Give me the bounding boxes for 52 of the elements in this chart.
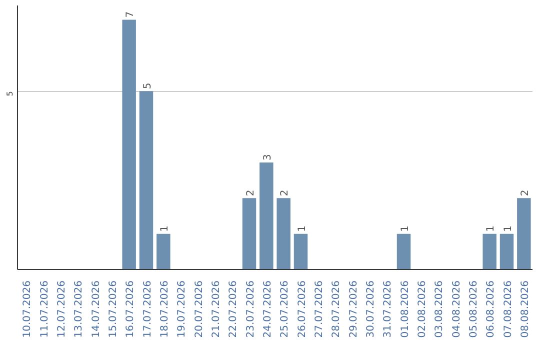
data-label: 1 <box>486 225 497 232</box>
bar <box>242 198 256 270</box>
data-label: 2 <box>245 190 256 196</box>
data-label: 5 <box>142 82 154 90</box>
x-tick-label: 07.08.2026 <box>502 280 514 338</box>
x-tick-label: 02.08.2026 <box>416 280 428 338</box>
x-tick-label: 30.07.2026 <box>365 280 376 338</box>
data-label: 1 <box>296 225 308 232</box>
x-tick-label: 28.07.2026 <box>331 280 342 338</box>
data-label: 7 <box>125 11 136 18</box>
bar <box>396 234 411 270</box>
data-label: 2 <box>520 190 531 196</box>
x-tick-label: 04.08.2026 <box>451 280 462 338</box>
bar <box>122 20 136 270</box>
x-tick-label: 13.07.2026 <box>74 280 85 338</box>
data-label: 1 <box>159 225 170 232</box>
bar <box>517 198 531 270</box>
bar <box>139 91 154 270</box>
bar <box>276 198 290 270</box>
x-tick-label: 21.07.2026 <box>210 280 222 338</box>
bar <box>260 162 274 270</box>
x-tick-label: 20.07.2026 <box>194 280 205 338</box>
x-tick-label: 16.07.2026 <box>125 280 136 338</box>
x-tick-label: 31.07.2026 <box>382 280 394 338</box>
data-label: 3 <box>262 154 274 160</box>
data-label: 2 <box>280 190 291 196</box>
x-tick-label: 03.08.2026 <box>434 280 446 338</box>
x-tick-label: 14.07.2026 <box>90 280 102 338</box>
x-tick-label: 22.07.2026 <box>228 280 240 338</box>
data-label: 1 <box>502 225 514 232</box>
x-tick-label: 29.07.2026 <box>348 280 360 338</box>
bar <box>156 234 170 270</box>
x-tick-label: 15.07.2026 <box>108 280 119 338</box>
x-tick-label: 05.08.2026 <box>468 280 480 338</box>
x-tick-label: 24.07.2026 <box>262 280 274 338</box>
x-tick-label: 26.07.2026 <box>296 280 308 338</box>
x-tick-label: 06.08.2026 <box>486 280 497 338</box>
bar <box>482 234 496 270</box>
bar <box>294 234 308 270</box>
x-tick-label: 11.07.2026 <box>39 280 50 338</box>
bar <box>500 234 514 270</box>
x-tick-label: 19.07.2026 <box>176 280 188 338</box>
x-tick-label: 23.07.2026 <box>245 280 256 338</box>
x-tick-label: 12.07.2026 <box>56 280 68 338</box>
x-tick-label: 08.08.2026 <box>520 280 531 338</box>
data-label: 1 <box>400 225 411 232</box>
x-tick-label: 17.07.2026 <box>142 280 154 338</box>
x-tick-label: 25.07.2026 <box>280 280 291 338</box>
x-tick-label: 10.07.2026 <box>22 280 34 338</box>
x-tick-label: 01.08.2026 <box>400 280 411 338</box>
x-tick-label: 27.07.2026 <box>314 280 325 338</box>
x-tick-label: 18.07.2026 <box>159 280 170 338</box>
